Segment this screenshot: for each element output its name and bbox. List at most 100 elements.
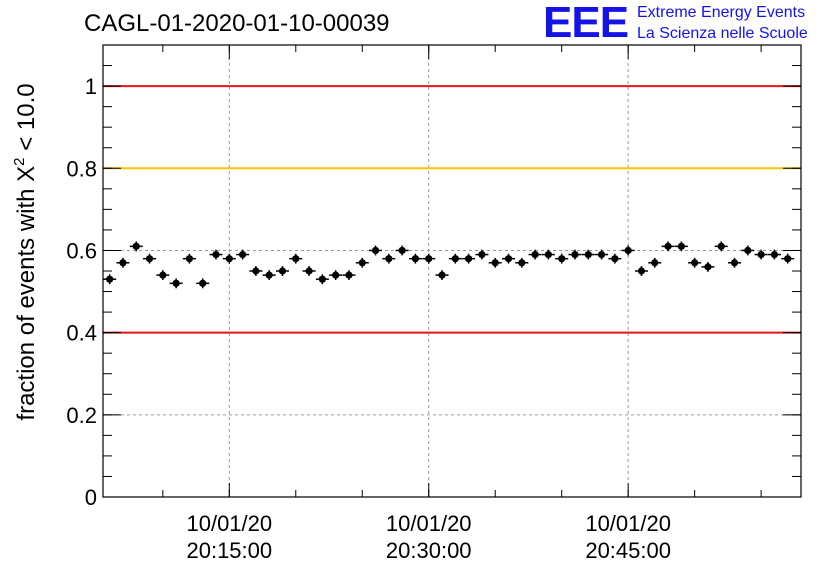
data-point (169, 278, 183, 289)
data-marker (132, 242, 140, 250)
data-point (249, 266, 263, 276)
data-marker (239, 250, 247, 259)
data-marker (305, 267, 313, 275)
x-tick-date-label: 10/01/20 (186, 511, 272, 536)
data-marker (544, 250, 552, 259)
data-point (767, 249, 781, 260)
data-marker (730, 259, 739, 267)
data-point (568, 249, 582, 260)
x-tick-time-label: 20:45:00 (585, 538, 671, 563)
data-marker (345, 271, 353, 279)
data-point (475, 249, 489, 260)
data-point (156, 270, 170, 281)
data-marker (504, 255, 513, 263)
data-marker (744, 246, 752, 255)
data-point (329, 270, 343, 281)
data-point (182, 253, 196, 264)
data-marker (691, 259, 699, 267)
data-point (382, 253, 396, 264)
data-marker (425, 255, 433, 263)
data-marker (106, 275, 114, 283)
data-point (701, 261, 715, 272)
data-point (634, 266, 648, 276)
data-point (422, 253, 436, 264)
data-marker (518, 259, 526, 267)
y-tick-label: 0.6 (66, 238, 97, 263)
data-marker (385, 255, 393, 263)
data-point (714, 241, 728, 252)
data-point (528, 249, 542, 260)
data-point (116, 257, 130, 268)
data-marker (199, 279, 207, 287)
data-marker (172, 279, 180, 287)
data-marker (717, 242, 725, 250)
data-point (209, 249, 223, 260)
data-marker (531, 250, 539, 259)
run-title: CAGL-01-2020-01-10-00039 (84, 10, 390, 37)
data-marker (332, 271, 340, 279)
data-marker (677, 242, 685, 250)
data-point (648, 257, 662, 268)
x-axis: 10/01/2020:15:0010/01/2020:30:0010/01/20… (162, 45, 762, 563)
data-point (595, 249, 609, 260)
data-marker (558, 255, 566, 263)
logo-tagline-2: La Scienza nelle Scuole (637, 25, 808, 42)
data-marker (119, 259, 127, 267)
data-point (555, 253, 569, 264)
data-marker (478, 250, 486, 259)
data-point (541, 249, 555, 260)
data-marker (571, 250, 579, 259)
data-point (741, 245, 755, 256)
data-point (275, 266, 289, 276)
data-point (129, 241, 143, 252)
y-tick-label: 0 (85, 485, 97, 510)
data-marker (371, 246, 380, 255)
data-marker (278, 267, 287, 275)
data-marker (292, 255, 300, 263)
data-marker (651, 259, 659, 267)
data-marker (212, 250, 220, 259)
data-marker (398, 246, 406, 255)
data-point (488, 257, 502, 268)
y-axis: 0 0.2 0.4 0.6 0.8 1 (66, 44, 801, 510)
data-point (236, 249, 250, 260)
data-marker (185, 255, 194, 263)
y-axis-label-main: fraction of events with X (13, 166, 40, 421)
data-point (448, 253, 462, 264)
data-marker (597, 250, 606, 259)
data-point (289, 253, 303, 264)
data-marker (770, 250, 779, 259)
x-tick-date-label: 10/01/20 (386, 511, 472, 536)
data-point (661, 241, 675, 252)
data-point (781, 253, 795, 264)
grid-layer (103, 45, 801, 498)
data-point (315, 274, 329, 285)
data-point (621, 245, 635, 256)
data-point (728, 257, 742, 268)
data-marker (252, 267, 260, 275)
data-points (103, 241, 795, 289)
y-tick-label: 0.4 (66, 321, 97, 346)
data-point (674, 241, 688, 252)
data-marker (159, 271, 167, 279)
data-marker (438, 271, 446, 279)
data-marker (611, 255, 619, 263)
data-point (342, 270, 356, 281)
data-marker (465, 255, 473, 263)
data-marker (358, 259, 366, 267)
plot-frame (102, 44, 802, 498)
data-marker (757, 250, 765, 259)
data-marker (491, 259, 499, 267)
data-point (581, 249, 595, 260)
x-tick-time-label: 20:30:00 (386, 538, 472, 563)
data-marker (225, 255, 233, 263)
logo-tagline-1: Extreme Energy Events (637, 4, 806, 21)
data-point (462, 253, 476, 264)
y-tick-label: 0.8 (66, 156, 97, 181)
data-point (103, 274, 117, 285)
data-marker (318, 275, 326, 283)
data-marker (584, 250, 592, 259)
data-point (222, 253, 236, 264)
eee-logo-icon: EEE (543, 0, 629, 47)
